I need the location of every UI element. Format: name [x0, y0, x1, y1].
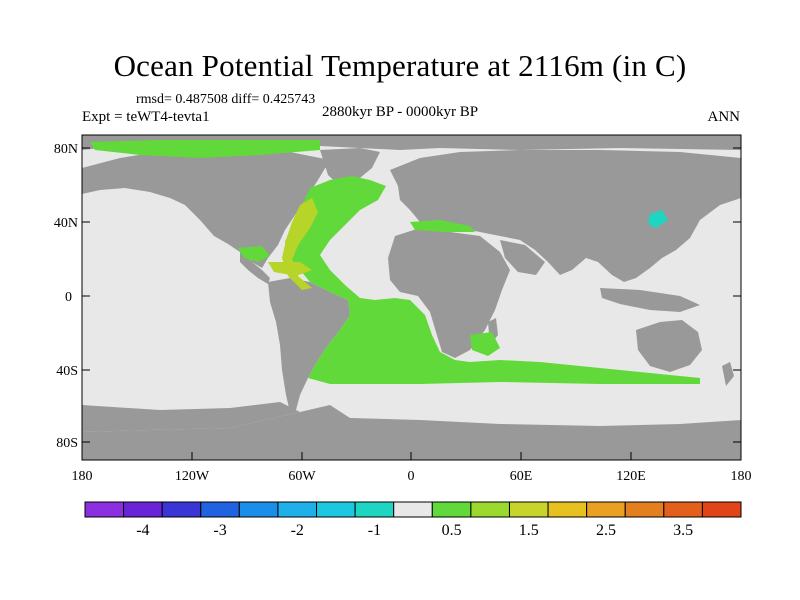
colorbar-box	[200, 501, 240, 518]
land-south-america	[268, 278, 350, 412]
colorbar-box	[701, 501, 742, 518]
colorbar-label: -4	[136, 522, 149, 539]
anomaly-arctic	[90, 140, 320, 158]
land-arabia	[500, 240, 545, 275]
colorbar-box	[316, 501, 356, 518]
land-eurasia	[390, 150, 741, 282]
land-new-zealand	[722, 362, 734, 386]
land-australia	[636, 320, 702, 372]
lat-label-40n: 40N	[54, 216, 78, 231]
lon-label-60w: 60W	[288, 469, 316, 484]
colorbar-box	[470, 501, 510, 518]
land-greenland	[320, 148, 380, 186]
colorbar-label: 0.5	[442, 522, 462, 539]
colorbar-label: -3	[213, 522, 226, 539]
land-antarctica	[82, 405, 741, 460]
colorbar-label: -2	[291, 522, 304, 539]
lat-ticks	[82, 147, 741, 443]
colorbar-box	[123, 501, 163, 518]
colorbar-box	[84, 501, 125, 518]
colorbar-labels: -4 -3 -2 -1 0.5 1.5 2.5 3.5	[136, 522, 693, 539]
colorbar-box	[277, 501, 318, 518]
colorbar-label: 3.5	[673, 522, 693, 539]
colorbar-label: 1.5	[519, 522, 539, 539]
season-label: ANN	[707, 109, 741, 125]
land-africa	[388, 228, 510, 358]
colorbar	[84, 501, 742, 518]
land-north-america	[82, 148, 330, 268]
land-arctic	[82, 135, 741, 150]
colorbar-label: -1	[368, 522, 381, 539]
colorbar-box	[393, 501, 433, 518]
period-label: 2880kyr BP - 0000kyr BP	[322, 104, 479, 120]
lat-label-80s: 80S	[56, 436, 78, 451]
colorbar-box	[586, 501, 626, 518]
lon-label-120w: 120W	[175, 469, 210, 484]
colorbar-label: 2.5	[596, 522, 616, 539]
lon-label-180e: 180	[731, 469, 752, 484]
colorbar-box	[508, 501, 549, 518]
lat-label-80n: 80N	[54, 142, 78, 157]
anomaly-mediterranean	[410, 220, 475, 232]
land-central-america	[240, 252, 270, 284]
anomaly-sea-of-japan	[648, 210, 668, 228]
shelf-southern-ocean	[82, 402, 300, 432]
lon-label-60e: 60E	[510, 469, 533, 484]
experiment-label: Expt = teWT4-tevta1	[82, 109, 210, 125]
colorbar-box	[663, 501, 703, 518]
anomaly-atlantic	[285, 176, 700, 384]
colorbar-box	[624, 501, 665, 518]
stats-text: rmsd= 0.487508 diff= 0.425743	[136, 92, 316, 107]
land-maritime-se-asia	[600, 288, 700, 312]
lon-label-0: 0	[408, 469, 415, 484]
lat-label-0: 0	[65, 290, 72, 305]
lat-label-40s: 40S	[56, 364, 78, 379]
colorbar-box	[354, 501, 395, 518]
lon-label-180w: 180	[72, 469, 93, 484]
chart-title: Ocean Potential Temperature at 2116m (in…	[113, 48, 687, 83]
colorbar-box	[547, 501, 588, 518]
anomaly-indian-ocean	[470, 332, 500, 356]
colorbar-box	[161, 501, 202, 518]
colorbar-box	[238, 501, 279, 518]
lon-label-120e: 120E	[616, 469, 646, 484]
colorbar-box	[431, 501, 472, 518]
lon-ticks	[81, 452, 742, 460]
anomaly-gulf-of-mexico	[238, 246, 270, 262]
anomaly-caribbean	[268, 262, 312, 276]
